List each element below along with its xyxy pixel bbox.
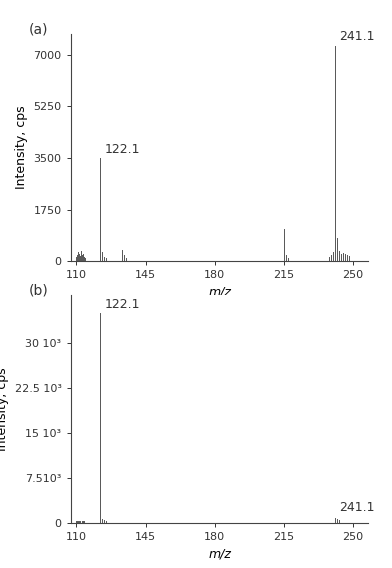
Y-axis label: Intensity, cps: Intensity, cps [0,367,9,451]
X-axis label: m/z: m/z [208,286,231,299]
Text: 122.1: 122.1 [104,143,140,156]
Text: 241.1: 241.1 [339,501,375,514]
Text: 122.1: 122.1 [104,298,140,311]
Text: 241.1: 241.1 [339,30,375,43]
X-axis label: m/z: m/z [208,547,231,560]
Text: (a): (a) [29,23,48,37]
Text: (b): (b) [29,284,49,298]
Y-axis label: Intensity, cps: Intensity, cps [15,106,28,190]
